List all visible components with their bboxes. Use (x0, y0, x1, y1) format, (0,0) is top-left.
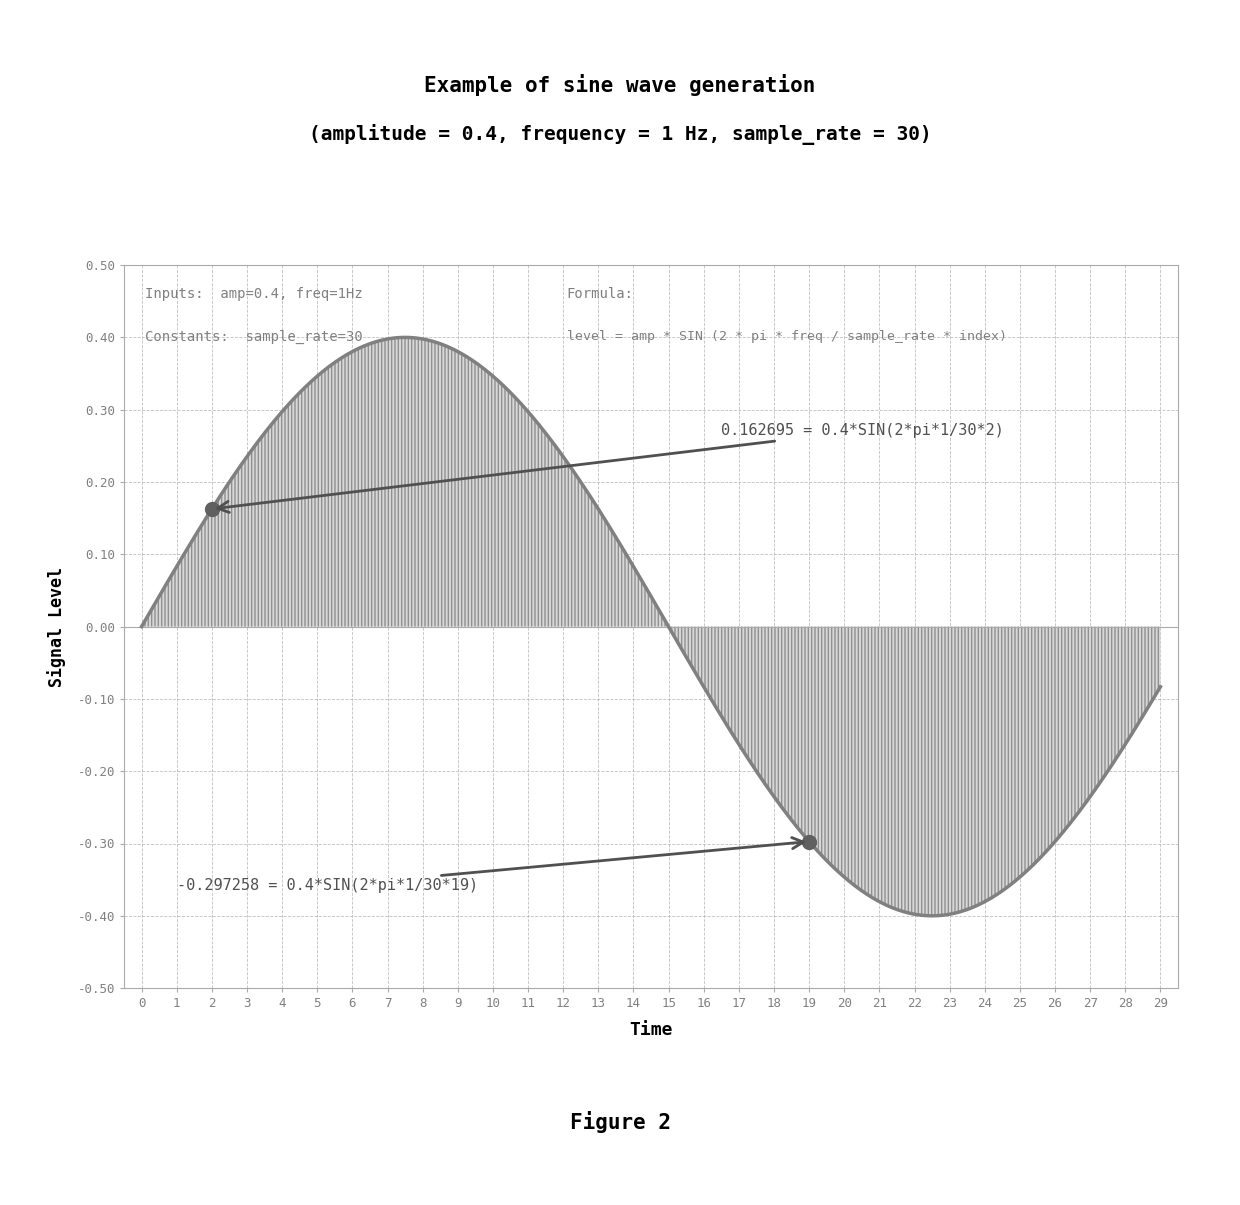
Text: (amplitude = 0.4, frequency = 1 Hz, sample_rate = 30): (amplitude = 0.4, frequency = 1 Hz, samp… (309, 124, 931, 145)
Text: Example of sine wave generation: Example of sine wave generation (424, 75, 816, 96)
Text: 0.162695 = 0.4*SIN(2*pi*1/30*2): 0.162695 = 0.4*SIN(2*pi*1/30*2) (218, 423, 1004, 512)
Y-axis label: Signal Level: Signal Level (47, 566, 67, 687)
Text: -0.297258 = 0.4*SIN(2*pi*1/30*19): -0.297258 = 0.4*SIN(2*pi*1/30*19) (176, 837, 804, 893)
X-axis label: Time: Time (629, 1022, 673, 1039)
Text: Formula:: Formula: (567, 287, 634, 301)
Text: Figure 2: Figure 2 (569, 1111, 671, 1133)
Text: Constants:  sample_rate=30: Constants: sample_rate=30 (145, 330, 363, 345)
Text: level = amp * SIN (2 * pi * freq / sample_rate * index): level = amp * SIN (2 * pi * freq / sampl… (567, 330, 1007, 343)
Text: Inputs:  amp=0.4, freq=1Hz: Inputs: amp=0.4, freq=1Hz (145, 287, 363, 301)
